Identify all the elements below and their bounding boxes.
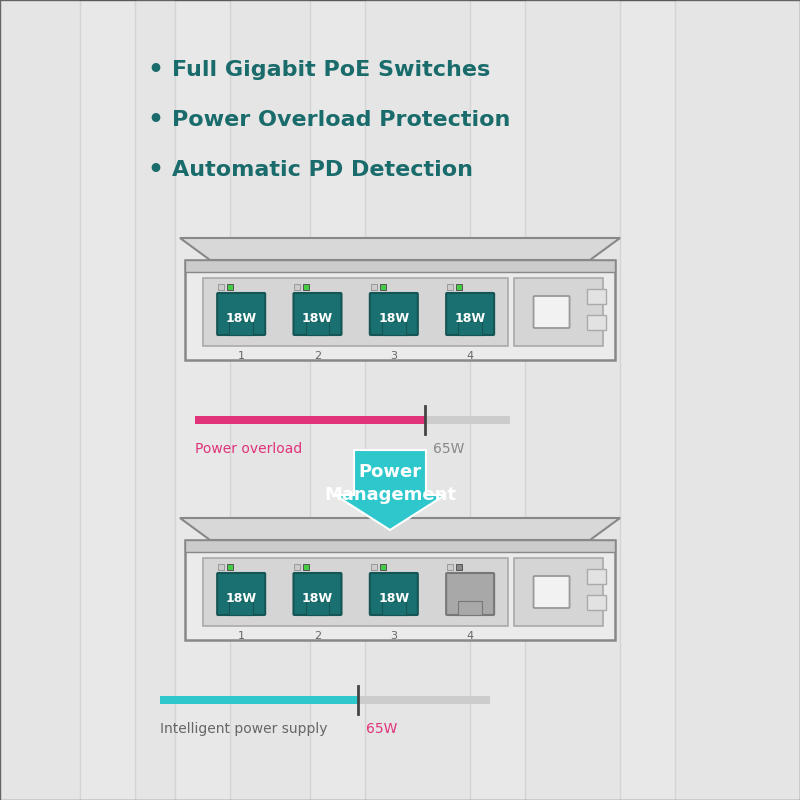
Polygon shape (180, 518, 620, 540)
Text: 3: 3 (390, 351, 398, 361)
Text: 18W: 18W (226, 591, 257, 605)
FancyBboxPatch shape (470, 0, 525, 800)
Text: 4: 4 (466, 631, 474, 641)
Text: 1: 1 (238, 631, 245, 641)
FancyBboxPatch shape (587, 569, 606, 584)
FancyBboxPatch shape (587, 289, 606, 304)
FancyBboxPatch shape (227, 284, 233, 290)
FancyBboxPatch shape (160, 696, 358, 704)
FancyBboxPatch shape (310, 0, 365, 800)
FancyBboxPatch shape (218, 564, 224, 570)
FancyBboxPatch shape (534, 576, 570, 608)
Text: •: • (147, 58, 163, 82)
FancyBboxPatch shape (294, 573, 342, 615)
FancyBboxPatch shape (185, 260, 615, 360)
FancyBboxPatch shape (534, 296, 570, 328)
Text: Power
Management: Power Management (324, 462, 456, 505)
FancyBboxPatch shape (294, 293, 342, 335)
FancyBboxPatch shape (456, 564, 462, 570)
Text: 18W: 18W (378, 591, 410, 605)
Text: 2: 2 (314, 351, 321, 361)
Text: 3: 3 (390, 631, 398, 641)
FancyBboxPatch shape (80, 0, 135, 800)
FancyBboxPatch shape (446, 293, 494, 335)
FancyBboxPatch shape (447, 564, 453, 570)
FancyBboxPatch shape (587, 595, 606, 610)
Polygon shape (335, 450, 445, 530)
FancyBboxPatch shape (458, 321, 482, 335)
FancyBboxPatch shape (380, 564, 386, 570)
Text: 65W: 65W (366, 722, 398, 736)
FancyBboxPatch shape (382, 601, 406, 615)
FancyBboxPatch shape (195, 416, 425, 424)
FancyBboxPatch shape (587, 315, 606, 330)
FancyBboxPatch shape (371, 564, 377, 570)
FancyBboxPatch shape (382, 321, 406, 335)
Text: 1: 1 (238, 351, 245, 361)
FancyBboxPatch shape (203, 278, 508, 346)
Text: •: • (147, 158, 163, 182)
FancyBboxPatch shape (203, 558, 508, 626)
FancyBboxPatch shape (185, 260, 615, 272)
Text: Power Overload Protection: Power Overload Protection (172, 110, 510, 130)
FancyBboxPatch shape (456, 284, 462, 290)
FancyBboxPatch shape (514, 278, 603, 346)
FancyBboxPatch shape (195, 416, 510, 424)
FancyBboxPatch shape (514, 558, 603, 626)
FancyBboxPatch shape (370, 573, 418, 615)
FancyBboxPatch shape (230, 601, 253, 615)
Text: 18W: 18W (454, 311, 486, 325)
FancyBboxPatch shape (218, 284, 224, 290)
Text: Power overload: Power overload (195, 442, 302, 456)
FancyBboxPatch shape (294, 564, 301, 570)
FancyBboxPatch shape (446, 573, 494, 615)
FancyBboxPatch shape (294, 284, 301, 290)
Text: 18W: 18W (302, 591, 333, 605)
Text: 2: 2 (314, 631, 321, 641)
Text: 18W: 18W (226, 311, 257, 325)
FancyBboxPatch shape (306, 321, 330, 335)
Text: 65W: 65W (433, 442, 464, 456)
FancyBboxPatch shape (306, 601, 330, 615)
FancyBboxPatch shape (303, 564, 310, 570)
FancyBboxPatch shape (370, 293, 418, 335)
FancyBboxPatch shape (447, 284, 453, 290)
FancyBboxPatch shape (185, 540, 615, 640)
FancyBboxPatch shape (458, 601, 482, 615)
Text: Automatic PD Detection: Automatic PD Detection (172, 160, 473, 180)
Text: •: • (147, 108, 163, 132)
FancyBboxPatch shape (620, 0, 675, 800)
Text: Full Gigabit PoE Switches: Full Gigabit PoE Switches (172, 60, 490, 80)
Text: 4: 4 (466, 351, 474, 361)
FancyBboxPatch shape (380, 284, 386, 290)
Text: 18W: 18W (378, 311, 410, 325)
FancyBboxPatch shape (175, 0, 230, 800)
FancyBboxPatch shape (303, 284, 310, 290)
FancyBboxPatch shape (217, 293, 265, 335)
Polygon shape (180, 238, 620, 260)
FancyBboxPatch shape (371, 284, 377, 290)
Text: Intelligent power supply: Intelligent power supply (160, 722, 327, 736)
FancyBboxPatch shape (160, 696, 490, 704)
FancyBboxPatch shape (227, 564, 233, 570)
FancyBboxPatch shape (230, 321, 253, 335)
FancyBboxPatch shape (217, 573, 265, 615)
FancyBboxPatch shape (185, 540, 615, 552)
Text: 18W: 18W (302, 311, 333, 325)
